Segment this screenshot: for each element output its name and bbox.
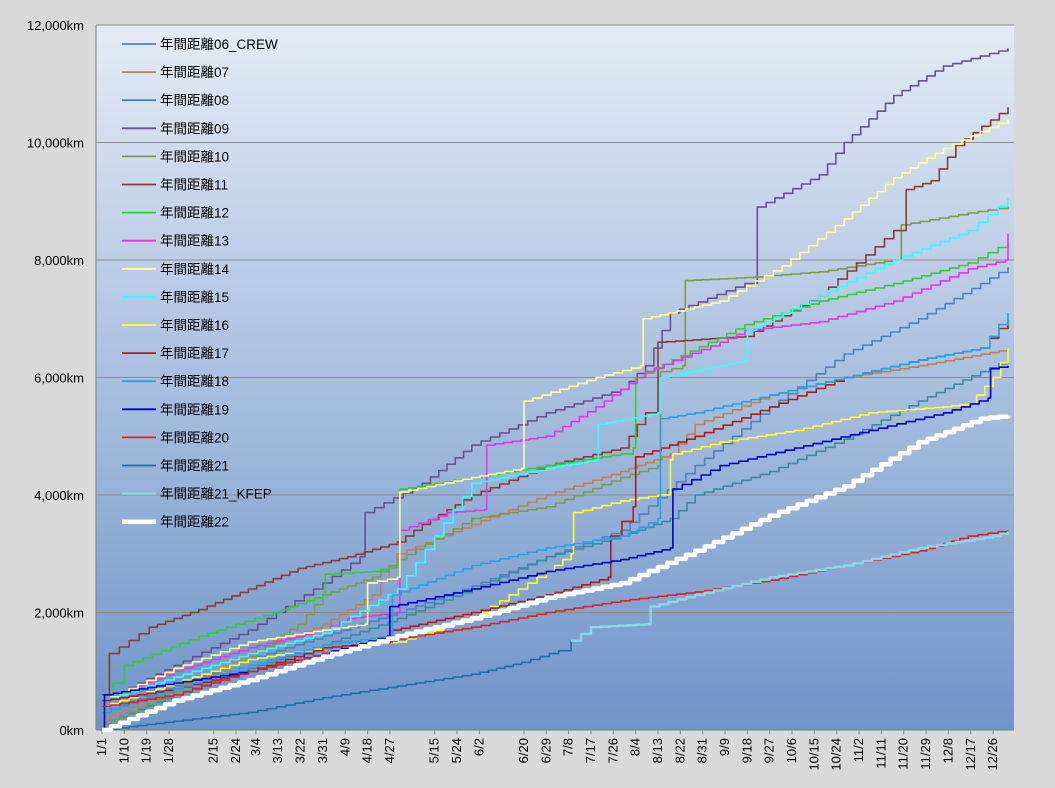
x-tick-label: 1/10 bbox=[116, 738, 131, 763]
series-line-8 bbox=[102, 233, 1009, 702]
legend-label: 年間距離16 bbox=[160, 318, 229, 333]
legend-label: 年間距離09 bbox=[160, 121, 229, 136]
legend: 年間距離06_CREW 年間距離07 年間距離08 年間距離09 年間距離10 年間距離1… bbox=[122, 37, 278, 530]
x-axis: 1/1 1/10 1/19 1/28 2/15 2/24 3/4 3/13 3/22 3/31 4/… bbox=[94, 730, 1000, 771]
x-tick-label: 3/13 bbox=[270, 738, 285, 763]
legend-label: 年間距離21_KFEP bbox=[160, 487, 272, 502]
legend-label: 年間距離08 bbox=[160, 93, 229, 108]
x-tick-label: 2/24 bbox=[228, 738, 243, 763]
x-tick-label: 1/28 bbox=[161, 738, 176, 763]
x-tick-label: 4/27 bbox=[382, 738, 397, 763]
x-tick-label: 5/24 bbox=[449, 738, 464, 763]
legend-label: 年間距離10 bbox=[160, 149, 229, 164]
x-tick-label: 11/2 bbox=[851, 738, 866, 762]
series-lines bbox=[102, 48, 1011, 733]
x-tick-label: 10/6 bbox=[784, 738, 799, 763]
x-tick-label: 8/31 bbox=[695, 738, 710, 763]
legend-label: 年間距離11 bbox=[160, 178, 228, 193]
y-tick-label: 8,000km bbox=[34, 253, 84, 268]
x-tick-label: 4/9 bbox=[337, 738, 352, 756]
series-line-4 bbox=[102, 48, 1009, 702]
series-line-18 bbox=[102, 414, 1011, 733]
series-line-7 bbox=[102, 242, 1009, 702]
x-tick-label: 5/15 bbox=[427, 738, 442, 763]
x-tick-label: 12/8 bbox=[940, 738, 955, 763]
legend-label: 年間距離15 bbox=[160, 290, 229, 305]
x-tick-label: 12/17 bbox=[963, 738, 978, 771]
x-tick-label: 10/24 bbox=[829, 738, 844, 771]
x-tick-label: 9/9 bbox=[717, 738, 732, 756]
y-tick-label: 10,000km bbox=[27, 136, 84, 151]
x-tick-label: 3/4 bbox=[248, 738, 263, 756]
x-tick-label: 4/18 bbox=[360, 738, 375, 763]
x-tick-label: 9/18 bbox=[739, 738, 754, 763]
y-tick-label: 0km bbox=[59, 723, 84, 738]
series-line-11 bbox=[102, 348, 1009, 708]
x-tick-label: 8/13 bbox=[650, 738, 665, 763]
x-tick-label: 8/4 bbox=[628, 738, 643, 756]
x-tick-label: 7/8 bbox=[561, 738, 576, 756]
y-tick-label: 2,000km bbox=[34, 606, 84, 621]
legend-label: 年間距離22 bbox=[160, 515, 229, 530]
x-tick-label: 6/2 bbox=[471, 738, 486, 756]
x-tick-label: 7/17 bbox=[583, 738, 598, 763]
x-tick-label: 3/31 bbox=[315, 738, 330, 763]
x-tick-label: 12/26 bbox=[985, 738, 1000, 771]
series-line-10 bbox=[102, 198, 1009, 702]
x-tick-label: 8/22 bbox=[672, 738, 687, 763]
legend-label: 年間距離19 bbox=[160, 402, 229, 417]
x-tick-label: 2/15 bbox=[206, 738, 221, 763]
x-tick-label: 10/15 bbox=[806, 738, 821, 771]
legend-label: 年間距離20 bbox=[160, 430, 229, 445]
legend-label: 年間距離06_CREW bbox=[160, 37, 278, 52]
legend-label: 年間距離18 bbox=[160, 374, 229, 389]
x-tick-label: 3/22 bbox=[293, 738, 308, 763]
series-line-17 bbox=[571, 531, 1010, 642]
x-tick-label: 11/20 bbox=[896, 738, 911, 770]
x-tick-label: 1/1 bbox=[94, 738, 109, 756]
legend-label: 年間距離12 bbox=[160, 206, 229, 221]
x-tick-label: 11/11 bbox=[873, 738, 888, 769]
x-tick-label: 1/19 bbox=[139, 738, 154, 763]
x-tick-label: 9/27 bbox=[762, 738, 777, 763]
x-tick-label: 6/20 bbox=[516, 738, 531, 763]
legend-label: 年間距離17 bbox=[160, 346, 229, 361]
series-line-13 bbox=[102, 312, 1009, 714]
series-line-16 bbox=[102, 640, 572, 731]
x-tick-label: 7/26 bbox=[605, 738, 620, 763]
y-tick-label: 12,000km bbox=[27, 18, 84, 33]
x-tick-label: 11/29 bbox=[918, 738, 933, 770]
y-tick-label: 6,000km bbox=[34, 371, 84, 386]
legend-label: 年間距離14 bbox=[160, 262, 230, 277]
legend-label: 年間距離07 bbox=[160, 65, 229, 80]
series-line-9 bbox=[102, 119, 1009, 702]
y-tick-label: 4,000km bbox=[34, 488, 84, 503]
legend-label: 年間距離21 bbox=[160, 459, 229, 474]
y-axis: 0km 2,000km 4,000km 6,000km 8,000km 10,000km 1… bbox=[27, 18, 97, 738]
legend-label: 年間距離13 bbox=[160, 234, 229, 249]
x-tick-label: 6/29 bbox=[538, 738, 553, 763]
